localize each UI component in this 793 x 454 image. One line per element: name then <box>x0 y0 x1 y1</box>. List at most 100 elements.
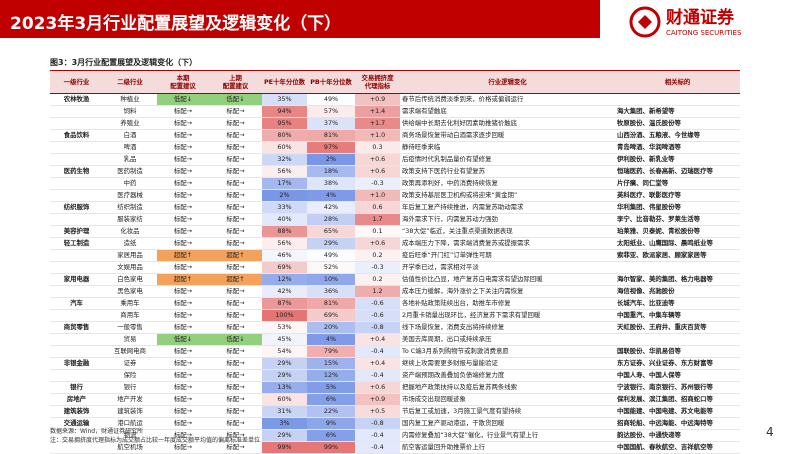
table-cell: +0.9 <box>355 93 400 106</box>
table-cell: 中药 <box>103 177 157 190</box>
table-cell: 标配→ <box>157 357 209 370</box>
table-cell: 海外需求下行，内需复苏动力强劲 <box>400 213 615 226</box>
table-cell: 42% <box>262 285 307 298</box>
table-cell: 后疫情时代乳制品量价有望修复 <box>400 153 615 166</box>
table-cell: “38大促”临近，关注重点渠道数据表现 <box>400 225 615 238</box>
table-cell <box>50 309 103 322</box>
table-row: 家居用品 超配↑ 超配↑ 46% 49% 0.2 疫后旺季“开门红”订单弹性可期 索菲亚、欧派… <box>50 249 740 262</box>
table-cell: 一般零售 <box>103 321 157 334</box>
table-cell: 45% <box>262 333 307 346</box>
table-row: 医药生物 医药制造 标配→ 标配→ 56% 18% +0.6 政策支持下医药行业有望复苏 恒瑞医… <box>50 165 740 178</box>
table-cell: 53% <box>262 321 307 334</box>
table-cell: 标配→ <box>209 297 262 310</box>
table-cell: 49% <box>307 249 355 262</box>
table-cell: +0.6 <box>355 237 400 250</box>
table-cell: 养殖业 <box>103 117 157 130</box>
table-cell: 标配→ <box>209 309 262 322</box>
table-cell: 54% <box>262 345 307 358</box>
table-cell: 中国国航、春秋航空、吉祥航空等 <box>615 441 740 454</box>
table-row: 贸易 低配↓ 低配↓ 45% 4% +0.4 美国去库周期，出口或持续承压 <box>50 333 740 346</box>
table-row: 商用车 标配→ 标配→ 100% 69% -0.6 2月重卡销量出现环比，经济复苏下需求有望… <box>50 309 740 322</box>
table-cell: 37% <box>307 117 355 130</box>
table-cell: 15% <box>307 357 355 370</box>
table-cell: 标配→ <box>157 429 209 442</box>
table-cell: 9% <box>307 417 355 430</box>
table-row: 饲料 标配→ 标配→ 94% 57% +1.4 需求端有望触底 海大集团、新希望等 <box>50 105 740 118</box>
table-cell: 静待旺季来临 <box>400 141 615 154</box>
table-cell: 商贸零售 <box>50 321 103 334</box>
table-cell: 95% <box>262 117 307 130</box>
table-cell: 太阳纸业、山鹰国际、晨鸣纸业等 <box>615 237 740 250</box>
table-cell: 银行 <box>50 381 103 394</box>
table-cell: 山西汾酒、五粮液、今世缘等 <box>615 129 740 142</box>
table-cell: 标配→ <box>157 189 209 202</box>
table-row: 轻工制造 造纸 标配→ 标配→ 56% 29% +0.6 成本端压力下降，需求端消费复苏或提振… <box>50 237 740 250</box>
column-header: PE十年分位数 <box>262 70 307 94</box>
table-cell: 31% <box>262 405 307 418</box>
table-cell: 标配→ <box>209 189 262 202</box>
table-cell: 标配→ <box>157 393 209 406</box>
logo-ring <box>629 6 661 38</box>
footnote: 注：交易拥挤度代理指标为成交额占比较一年度成交额平均值的偏离标准差单位 <box>50 437 261 444</box>
column-header: 本期 配置建议 <box>157 70 209 94</box>
table-cell: 食品饮料 <box>50 129 103 142</box>
table-cell: 保险 <box>103 369 157 382</box>
table-cell: 标配→ <box>157 237 209 250</box>
table-cell: 标配→ <box>157 117 209 130</box>
table-cell: 100% <box>262 309 307 322</box>
table-cell: 政策再添利好，中药消费持续恢复 <box>400 177 615 190</box>
table-row: 医疗器械 标配→ 标配→ 2% 4% +1.0 政策支持基层医卫机构或将迎来“黄金期” 英科医… <box>50 189 740 202</box>
table-cell: 饲料 <box>103 105 157 118</box>
table-cell: 标配→ <box>157 285 209 298</box>
table-cell: 29% <box>262 369 307 382</box>
table-cell: 各地补贴政策陆续出台，助推车市修复 <box>400 297 615 310</box>
table-cell: 29% <box>262 357 307 370</box>
table-cell: 宁波银行、南京银行、苏州银行等 <box>615 381 740 394</box>
table-cell: 60% <box>262 141 307 154</box>
table-row: 中药 标配→ 标配→ 17% 38% -0.3 政策再添利好，中药消费持续恢复 片仔癀、同仁堂… <box>50 177 740 190</box>
table-cell: 0.1 <box>355 225 400 238</box>
table-cell: 乘用车 <box>103 297 157 310</box>
logo: 财通证券 CAITONG SECURITIES <box>629 6 742 38</box>
table-cell: 标配→ <box>157 381 209 394</box>
table-cell: 0.3 <box>355 141 400 154</box>
table-cell: 标配→ <box>209 177 262 190</box>
table-cell: 美容护理 <box>50 225 103 238</box>
table-cell: +0.4 <box>355 357 400 370</box>
table-cell: 标配→ <box>157 153 209 166</box>
table-cell <box>50 189 103 202</box>
allocation-table: 一级行业 二级行业 本期 配置建议 上期 配置建议 PE十年分位数 PB十年分位数 交易拥挤… <box>50 70 740 454</box>
table-cell: 房地产 <box>50 393 103 406</box>
table-cell: 22% <box>307 405 355 418</box>
logo-en: CAITONG SECURITIES <box>666 29 742 37</box>
table-cell: +0.5 <box>355 405 400 418</box>
table-cell: +1.0 <box>355 189 400 202</box>
table-cell: 超配↑ <box>157 273 209 286</box>
table-cell: 疫后旺季“开门红”订单弹性可期 <box>400 249 615 262</box>
table-cell: 88% <box>262 225 307 238</box>
table-cell: 造纸 <box>103 237 157 250</box>
table-cell: 标配→ <box>209 393 262 406</box>
table-cell: 97% <box>307 141 355 154</box>
table-row: 商贸零售 一般零售 标配→ 标配→ 53% 20% -0.8 线下场景恢复，消费支出将持续修复… <box>50 321 740 334</box>
table-cell: 低配↓ <box>209 333 262 346</box>
table-row: 养殖业 标配→ 标配→ 95% 37% +1.7 供给端中长期去化利好因素助推猪价触底 牧原股… <box>50 117 740 130</box>
table-cell: 标配→ <box>209 369 262 382</box>
table-row: 银行 银行 标配→ 标配→ 13% 5% +0.6 把握地产政策扶持以及疫后复苏两条线索 宁波银… <box>50 381 740 394</box>
table-cell: 标配→ <box>157 309 209 322</box>
table-cell: 海尔智家、美的集团、格力电器等 <box>615 273 740 286</box>
table-row: 文娱用品 标配→ 标配→ 69% 52% -0.3 开学季已过，需求相对平淡 <box>50 261 740 274</box>
table-cell: 20% <box>307 321 355 334</box>
table-cell: 文娱用品 <box>103 261 157 274</box>
page-number: 4 <box>766 425 774 439</box>
table-cell: 政策支持基层医卫机构或将迎来“黄金期” <box>400 189 615 202</box>
table-cell: 标配→ <box>157 417 209 430</box>
table-cell: 春节后传统消费淡季到来，价格或偏弱运行 <box>400 93 615 106</box>
table-cell: 轻工制造 <box>50 237 103 250</box>
table-cell <box>50 333 103 346</box>
table-cell <box>50 141 103 154</box>
table-cell: +0.6 <box>355 381 400 394</box>
table-cell: 低配↓ <box>209 93 262 106</box>
table-cell: 中国人寿、中国人保等 <box>615 369 740 382</box>
table-cell: 标配→ <box>157 213 209 226</box>
